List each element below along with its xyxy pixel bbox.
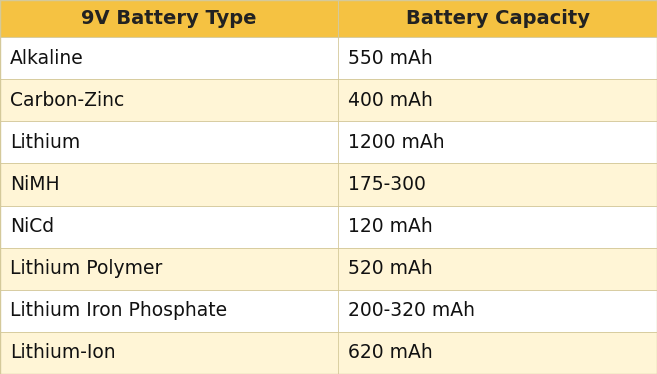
Bar [0,163,657,205]
Text: NiMH: NiMH [10,175,60,194]
Text: 175-300: 175-300 [348,175,426,194]
Bar [0,121,657,163]
Text: Lithium Polymer: Lithium Polymer [10,259,162,278]
Text: 400 mAh: 400 mAh [348,91,433,110]
Bar [0,79,657,121]
Text: 1200 mAh: 1200 mAh [348,133,445,152]
Text: 550 mAh: 550 mAh [348,49,433,68]
Bar [0,205,657,248]
Text: Carbon-Zinc: Carbon-Zinc [10,91,124,110]
Bar [0,248,657,290]
Text: Lithium Iron Phosphate: Lithium Iron Phosphate [10,301,227,320]
Text: Lithium: Lithium [10,133,80,152]
Text: 9V Battery Type: 9V Battery Type [81,9,257,28]
Bar [0,0,657,37]
Text: 200-320 mAh: 200-320 mAh [348,301,475,320]
Bar [0,290,657,332]
Text: NiCd: NiCd [10,217,54,236]
Bar [0,37,657,79]
Bar [0,332,657,374]
Text: Lithium-Ion: Lithium-Ion [10,343,116,362]
Text: 120 mAh: 120 mAh [348,217,433,236]
Text: Alkaline: Alkaline [10,49,83,68]
Text: 520 mAh: 520 mAh [348,259,433,278]
Text: 620 mAh: 620 mAh [348,343,433,362]
Text: Battery Capacity: Battery Capacity [405,9,590,28]
